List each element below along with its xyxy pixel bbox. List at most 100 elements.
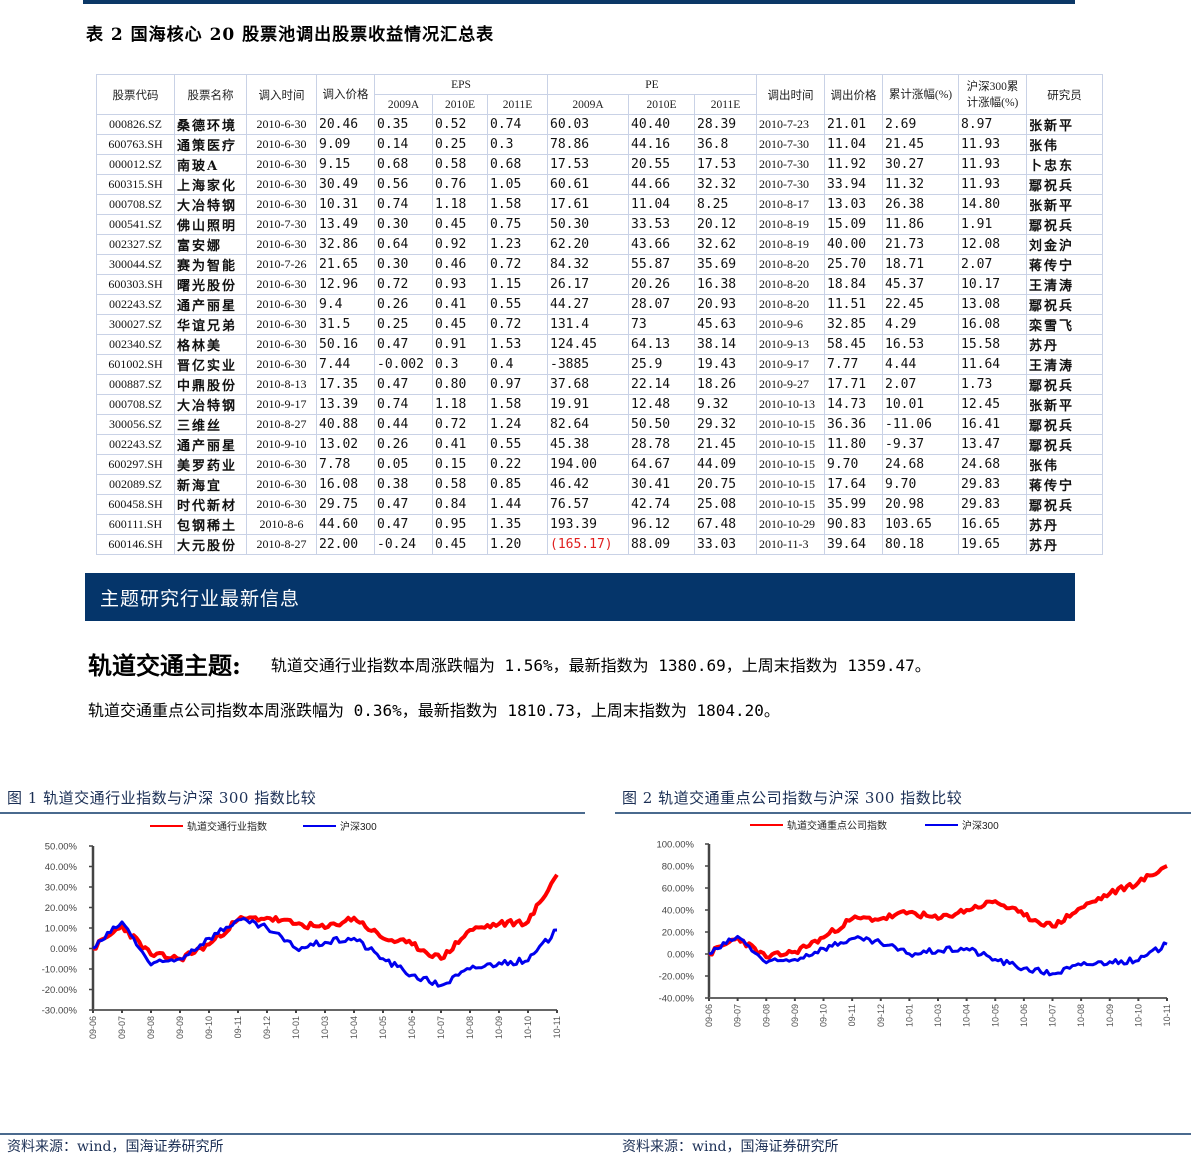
header-pe-2010: 2010E xyxy=(628,94,695,115)
cell-eps-2009: 0.74 xyxy=(374,194,433,215)
cell-out-date: 2010-7-23 xyxy=(756,114,825,135)
cell-in-price: 7.44 xyxy=(316,354,375,375)
cell-cum-gain: 22.45 xyxy=(882,294,959,315)
x-tick-label: 09-09 xyxy=(790,1004,800,1027)
cell-pe-2010: 28.78 xyxy=(628,434,695,455)
header-in-price: 调入价格 xyxy=(316,74,375,115)
cell-analyst: 鄢祝兵 xyxy=(1026,294,1103,315)
legend-item: 轨道交通重点公司指数 xyxy=(750,819,887,832)
cell-eps-2009: 0.56 xyxy=(374,174,433,195)
table-row: 600303.SH 曙光股份 2010-6-30 12.96 0.72 0.93 1.15 2… xyxy=(96,274,1103,295)
x-tick-label: 10-01 xyxy=(904,1004,914,1027)
cell-name: 新海宜 xyxy=(174,474,247,495)
cell-pe-2009: 45.38 xyxy=(547,434,629,455)
cell-pe-2011: 19.43 xyxy=(694,354,757,375)
x-tick-label: 09-08 xyxy=(146,1016,156,1039)
cell-eps-2011: 1.23 xyxy=(487,234,548,255)
cell-in-date: 2010-6-30 xyxy=(246,494,317,515)
figure-1-rule xyxy=(0,812,585,814)
cell-cum-gain: 30.27 xyxy=(882,154,959,175)
y-tick-label: 80.00% xyxy=(662,862,695,873)
table-row: 300027.SZ 华谊兄弟 2010-6-30 31.5 0.25 0.45 0.72 13… xyxy=(96,314,1103,335)
cell-eps-2009: 0.26 xyxy=(374,294,433,315)
table-row: 600458.SH 时代新材 2010-6-30 29.75 0.47 0.84 1.44 7… xyxy=(96,494,1103,515)
cell-hs300-gain: 24.68 xyxy=(958,454,1027,475)
cell-out-price: 36.36 xyxy=(824,414,883,435)
cell-pe-2009: 19.91 xyxy=(547,394,629,415)
cell-hs300-gain: 11.93 xyxy=(958,134,1027,155)
cell-name: 时代新材 xyxy=(174,494,247,515)
cell-eps-2011: 1.05 xyxy=(487,174,548,195)
cell-in-price: 13.39 xyxy=(316,394,375,415)
cell-eps-2010: 0.41 xyxy=(432,294,488,315)
cell-eps-2009: 0.14 xyxy=(374,134,433,155)
cell-analyst: 张新平 xyxy=(1026,394,1103,415)
cell-out-price: 58.45 xyxy=(824,334,883,355)
cell-pe-2010: 44.66 xyxy=(628,174,695,195)
legend-item: 沪深300 xyxy=(303,820,377,833)
cell-cum-gain: 103.65 xyxy=(882,514,959,535)
cell-analyst: 王清涛 xyxy=(1026,354,1103,375)
x-tick-label: 10-08 xyxy=(465,1016,475,1039)
header-hs300-gain: 沪深300累计涨幅(%) xyxy=(958,74,1027,115)
cell-pe-2010: 44.16 xyxy=(628,134,695,155)
cell-out-date: 2010-10-13 xyxy=(756,394,825,415)
cell-analyst: 张伟 xyxy=(1026,134,1103,155)
cell-pe-2010: 88.09 xyxy=(628,534,695,555)
cell-name: 大冶特钢 xyxy=(174,194,247,215)
y-tick-label: -10.00% xyxy=(42,965,78,976)
header-eps-2011: 2011E xyxy=(487,94,548,115)
x-tick-label: 10-05 xyxy=(990,1004,1000,1027)
cell-hs300-gain: 12.08 xyxy=(958,234,1027,255)
table-row: 601002.SH 晋亿实业 2010-6-30 7.44 -0.002 0.3 0.4 -3… xyxy=(96,354,1103,375)
cell-hs300-gain: 12.45 xyxy=(958,394,1027,415)
table-row: 002340.SZ 格林美 2010-6-30 50.16 0.47 0.91 1.53 12… xyxy=(96,334,1103,355)
cell-analyst: 刘金沪 xyxy=(1026,234,1103,255)
figure-2-title: 图 2 轨道交通重点公司指数与沪深 300 指数比较 xyxy=(622,789,963,807)
cell-in-price: 12.96 xyxy=(316,274,375,295)
cell-eps-2010: 0.45 xyxy=(432,314,488,335)
cell-hs300-gain: 16.08 xyxy=(958,314,1027,335)
header-eps: EPS xyxy=(374,74,548,95)
cell-pe-2011: 16.38 xyxy=(694,274,757,295)
cell-pe-2011: 20.75 xyxy=(694,474,757,495)
cell-eps-2009: 0.68 xyxy=(374,154,433,175)
cell-analyst: 鄢祝兵 xyxy=(1026,174,1103,195)
x-tick-label: 10-09 xyxy=(494,1016,504,1039)
cell-analyst: 苏丹 xyxy=(1026,534,1103,555)
cell-hs300-gain: 2.07 xyxy=(958,254,1027,275)
cell-pe-2011: 8.25 xyxy=(694,194,757,215)
cell-cum-gain: 18.71 xyxy=(882,254,959,275)
x-tick-label: 09-09 xyxy=(175,1016,185,1039)
cell-pe-2010: 73 xyxy=(628,314,695,335)
y-tick-label: 10.00% xyxy=(45,924,78,935)
y-tick-label: -20.00% xyxy=(659,972,695,983)
header-eps-2010: 2010E xyxy=(432,94,488,115)
table-row: 000541.SZ 佛山照明 2010-7-30 13.49 0.30 0.45 0.75 5… xyxy=(96,214,1103,235)
cell-eps-2010: 0.46 xyxy=(432,254,488,275)
cell-pe-2011: 28.39 xyxy=(694,114,757,135)
cell-pe-2009: 131.4 xyxy=(547,314,629,335)
series-line xyxy=(708,864,1168,960)
cell-hs300-gain: 11.93 xyxy=(958,154,1027,175)
theme-line-1: 轨道交通主题: 轨道交通行业指数本周涨跌幅为 1.56%，最新指数为 1380.6… xyxy=(88,646,931,681)
cell-eps-2011: 0.74 xyxy=(487,114,548,135)
cell-eps-2009: 0.26 xyxy=(374,434,433,455)
cell-pe-2010: 43.66 xyxy=(628,234,695,255)
cell-pe-2009: 44.27 xyxy=(547,294,629,315)
cell-cum-gain: 9.70 xyxy=(882,474,959,495)
cell-hs300-gain: 11.64 xyxy=(958,354,1027,375)
cell-name: 大冶特钢 xyxy=(174,394,247,415)
cell-pe-2010: 11.04 xyxy=(628,194,695,215)
table-row: 000826.SZ 桑德环境 2010-6-30 20.46 0.35 0.52 0.74 6… xyxy=(96,114,1103,135)
cell-in-date: 2010-6-30 xyxy=(246,314,317,335)
chart-2: 轨道交通重点公司指数 沪深300 100.00% 80.00% 60.00% 40.00%… xyxy=(615,814,1191,1054)
legend-item: 沪深300 xyxy=(925,819,999,832)
table-row: 600297.SH 美罗药业 2010-6-30 7.78 0.05 0.15 0.22 19… xyxy=(96,454,1103,475)
header-out-date: 调出时间 xyxy=(756,74,825,115)
y-tick-label: 40.00% xyxy=(662,906,695,917)
cell-cum-gain: 2.07 xyxy=(882,374,959,395)
cell-cum-gain: 24.68 xyxy=(882,454,959,475)
cell-eps-2011: 1.53 xyxy=(487,334,548,355)
cell-eps-2010: 0.58 xyxy=(432,154,488,175)
